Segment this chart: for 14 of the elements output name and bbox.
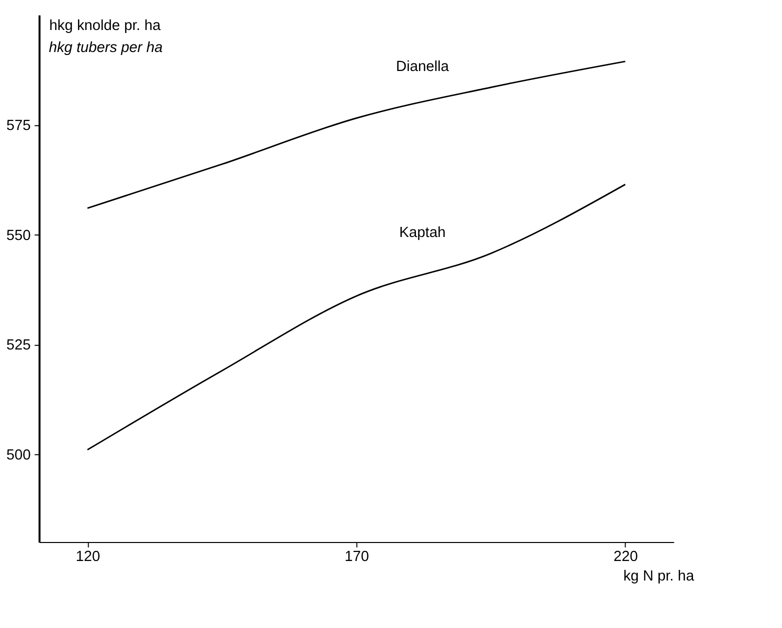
- annotation: hkg tubers per ha: [48, 40, 163, 56]
- y-tick-label: 500: [6, 448, 31, 464]
- line-series: [86, 184, 626, 451]
- y-tick-label: 575: [6, 118, 31, 134]
- line-series: [86, 60, 626, 209]
- x-tick-label: 120: [76, 549, 100, 566]
- x-tick-label: 170: [344, 549, 370, 566]
- x-axis-title: kg N pr. ha: [623, 568, 695, 585]
- y-tick-label: 525: [6, 338, 31, 354]
- y-tick-label: 550: [6, 228, 31, 244]
- series-label: Dianella: [396, 58, 450, 75]
- series-label: Kaptah: [399, 224, 446, 241]
- x-tick-label: 220: [614, 549, 638, 566]
- y-axis-title: hkg knolde pr. ha: [49, 18, 162, 34]
